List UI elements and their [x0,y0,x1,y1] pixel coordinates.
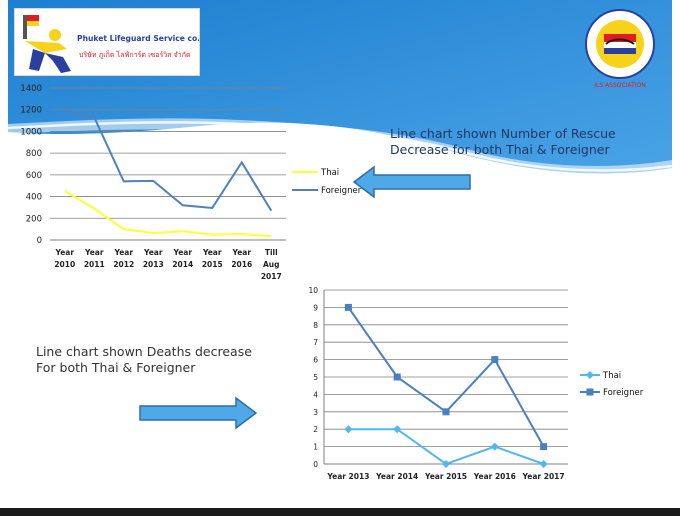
rescue-x-tick-label: Year [143,248,163,257]
rescue-x-tick-label: 2014 [172,260,193,269]
deaths-y-tick-label: 3 [313,408,318,417]
ils-association-label: ILS ASSOCIATION [594,82,646,89]
phuket-lifeguard-logo: Phuket Lifeguard Service co., Ltd. บริษั… [14,8,223,76]
surf-life-saving-emblem-icon: ILS ASSOCIATION [585,9,655,89]
deaths-y-tick-label: 10 [308,286,318,295]
logo-company-name: Phuket Lifeguard Service co., Ltd. [77,34,199,43]
lifeguard-figure-icon: Phuket Lifeguard Service co., Ltd. บริษั… [23,15,223,73]
rescue-chart-caption: Line chart shown Number of Rescue Decrea… [390,126,640,158]
rescue-x-tick-label: 2016 [231,260,252,269]
deaths-y-tick-label: 7 [313,338,318,347]
left-arrow-icon [352,165,471,199]
surf-life-saving-logo: ILS ASSOCIATION [582,8,658,90]
deaths-x-tick-label: Year 2015 [424,472,467,481]
rescue-caption-line-2: Decrease for both Thai & Foreigner [390,142,610,157]
deaths-x-tick-label: Year 2013 [326,472,369,481]
deaths-y-tick-label: 4 [313,390,318,399]
right-arrow-icon [139,396,258,430]
rescue-x-tick-label: Year [54,248,74,257]
rescue-y-tick-label: 600 [26,171,42,181]
deaths-legend-label-thai: Thai [602,371,621,381]
deaths-caption-line-1: Line chart shown Deaths decrease [36,344,252,359]
deaths-y-tick-label: 2 [313,425,318,434]
deaths-legend-marker-thai [586,371,594,379]
rescue-x-tick-label: 2011 [84,260,105,269]
deaths-point-thai [539,460,548,468]
deaths-point-foreigner [442,408,450,416]
deaths-point-thai [442,460,450,468]
rescue-y-tick-label: 800 [26,149,42,159]
rescue-x-tick-label: 2017 [261,272,282,281]
logo-company-thai: บริษัท ภูเก็ต ไลฟ์การ์ด เซอร์วิส จำกัด [79,50,191,59]
rescue-x-tick-label: Year [231,248,251,257]
rescue-x-tick-label: Year [202,248,222,257]
deaths-y-tick-label: 6 [313,356,318,365]
deaths-y-tick-label: 1 [313,443,318,452]
deaths-point-thai [344,425,353,434]
deaths-y-tick-label: 8 [313,321,318,330]
rescue-x-tick-label: Till [265,248,278,257]
rescue-x-tick-label: Year [84,248,104,257]
rescue-x-tick-label: 2015 [202,260,223,269]
rescue-x-tick-label: Aug [263,260,280,269]
deaths-y-tick-label: 0 [313,460,318,469]
rescue-y-tick-label: 200 [26,214,42,224]
rescue-y-tick-label: 1200 [20,106,42,116]
deaths-point-thai [490,442,499,451]
deaths-x-tick-label: Year 2016 [473,472,516,481]
deaths-y-tick-label: 9 [313,303,318,312]
rescue-x-tick-label: Year [172,248,192,257]
deaths-line-chart: 0 1 2 3 4 5 6 7 8 9 10 Year 2013 Year 2014 Year 2015 Y… [308,286,644,481]
deaths-legend-marker-foreigner [586,388,594,396]
rescue-series-line-foreigner [64,109,273,212]
deaths-chart-caption: Line chart shown Deaths decrease For bot… [36,344,286,376]
rescue-y-tick-label: 1000 [20,127,42,137]
rescue-caption-line-1: Line chart shown Number of Rescue [390,126,616,141]
rescue-y-tick-label: 400 [26,193,42,203]
deaths-point-foreigner [540,443,548,451]
rescue-x-tick-label: 2010 [54,260,75,269]
rescue-y-tick-label: 1400 [20,84,42,94]
rescue-x-tick-label: 2012 [113,260,134,269]
deaths-legend-label-foreigner: Foreigner [603,388,644,398]
bottom-bar [0,508,680,516]
rescue-line-chart: 0 200 400 600 800 1000 1200 1400 Year 2010 Year 201… [20,84,362,281]
deaths-caption-line-2: For both Thai & Foreigner [36,360,196,375]
deaths-point-foreigner [393,373,401,381]
deaths-point-thai [393,425,402,434]
deaths-y-tick-label: 5 [313,373,318,382]
deaths-point-foreigner [491,356,499,364]
deaths-x-tick-label: Year 2017 [522,472,565,481]
rescue-x-tick-label: Year [113,248,133,257]
deaths-x-tick-label: Year 2014 [375,472,418,481]
rescue-series-line-thai [64,190,272,238]
rescue-legend-label-foreigner: Foreigner [321,186,362,196]
deaths-point-foreigner [344,303,352,311]
rescue-y-tick-label: 0 [37,236,42,246]
rescue-legend-label-thai: Thai [320,168,339,178]
rescue-x-tick-label: 2013 [143,260,164,269]
